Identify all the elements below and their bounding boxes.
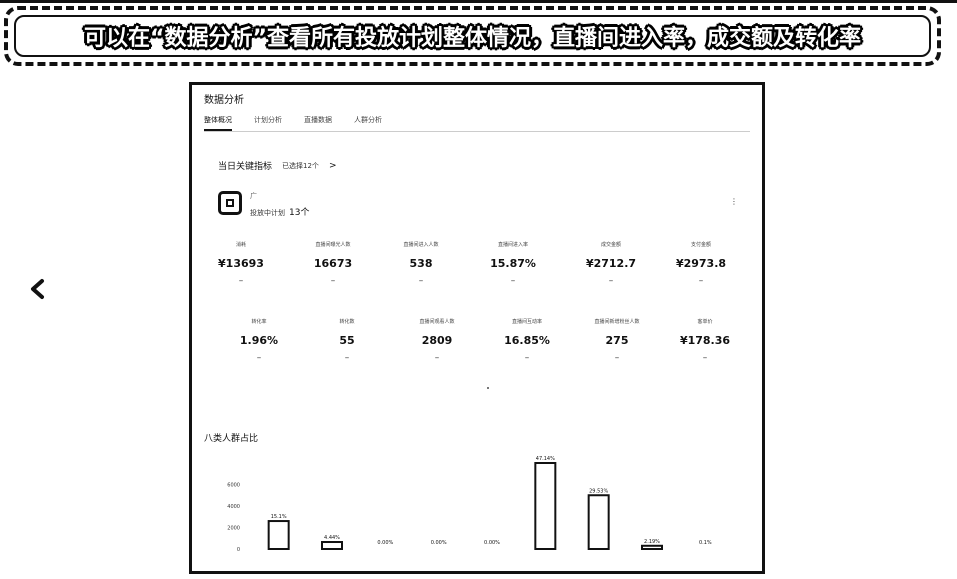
bar-data-label: 0.1% [699, 540, 712, 546]
metric-label: 直播间互动率 [511, 319, 542, 325]
metric-value: 275 [605, 334, 629, 347]
metric-label: 直播间曝光人数 [315, 242, 351, 248]
metric-delta: – [608, 276, 614, 286]
metric-value: ¥2973.8 [675, 257, 727, 270]
account-summary: 广 投放中计划 13个 ⋮ [218, 189, 738, 219]
chart-bar[interactable] [482, 547, 502, 549]
chart-bar[interactable] [321, 541, 343, 550]
tab-plan-analysis[interactable]: 计划分析 [254, 116, 282, 124]
metric-label: 消耗 [235, 242, 246, 248]
metric-delta: – [238, 276, 244, 286]
metric-conversions: 转化数 55 – [302, 318, 392, 363]
panel-title: 数据分析 [204, 95, 244, 106]
metric-delta: – [344, 353, 350, 363]
caption-text: 可以在“数据分析”查看所有投放计划整体情况，直播间进入率，成交额及转化率 [84, 26, 861, 51]
account-meta-label: 投放中计划 [250, 209, 285, 217]
metric-value: 2809 [421, 334, 453, 347]
bar-data-label: 4.44% [324, 535, 340, 541]
metric-label: 直播间进入率 [497, 242, 528, 248]
plan-count: 13个 [289, 208, 310, 218]
bar-data-label: 0.00% [377, 540, 393, 546]
metric-entries: 直播间进入人数 538 – [376, 241, 466, 286]
metric-label: 客单价 [697, 319, 713, 325]
metric-value: ¥178.36 [679, 334, 731, 347]
metric-value: ¥13693 [218, 257, 264, 270]
caption-banner-inner: 可以在“数据分析”查看所有投放计划整体情况，直播间进入率，成交额及转化率 [14, 15, 931, 57]
account-name: 广 [250, 192, 257, 200]
chart-bar[interactable] [695, 547, 716, 549]
metric-delta: – [698, 276, 704, 286]
metric-label: 直播间新增粉丝人数 [594, 319, 640, 325]
metric-value: 55 [339, 334, 355, 347]
metric-value: 538 [409, 257, 433, 270]
kpi-title: 当日关键指标 [218, 162, 273, 172]
bar-data-label: 0.00% [431, 540, 447, 546]
loading-dot [487, 387, 489, 389]
metric-paid-amount: 支付金额 ¥2973.8 – [656, 241, 746, 286]
chevron-right-icon[interactable]: > [328, 160, 337, 171]
kpi-header: 当日关键指标 已选择12个 > [218, 159, 337, 173]
chart-bar[interactable] [534, 462, 557, 550]
metric-label: 转化率 [251, 319, 267, 325]
metric-viewers: 直播间观看人数 2809 – [392, 318, 482, 363]
tab-overview[interactable]: 整体概况 [204, 115, 232, 131]
metric-new-fans: 直播间新增粉丝人数 275 – [572, 318, 662, 363]
metric-delta: – [256, 353, 262, 363]
metric-value: 15.87% [490, 257, 536, 270]
chevron-left-icon[interactable] [28, 278, 48, 300]
top-rule [0, 0, 957, 3]
metric-delta: – [702, 353, 708, 363]
account-logo-icon [218, 191, 242, 215]
metric-label: 直播间观看人数 [419, 319, 455, 325]
metric-delta: – [510, 276, 516, 286]
metric-cost: 消耗 ¥13693 – [196, 241, 286, 286]
tab-bar: 整体概况 计划分析 直播数据 人群分析 [204, 115, 382, 131]
y-tick-label: 0 [237, 547, 240, 553]
metric-label: 直播间进入人数 [403, 242, 439, 248]
tab-live-data[interactable]: 直播数据 [304, 116, 332, 124]
more-dots-icon[interactable]: ⋮ [730, 197, 738, 206]
metric-delta: – [330, 276, 336, 286]
metric-avg-order-value: 客单价 ¥178.36 – [660, 318, 750, 363]
metric-gmv: 成交金额 ¥2712.7 – [566, 241, 656, 286]
metric-value: ¥2712.7 [585, 257, 637, 270]
bar-data-label: 15.1% [271, 514, 287, 520]
chart-bar[interactable] [641, 544, 663, 551]
data-analysis-panel: 数据分析 整体概况 计划分析 直播数据 人群分析 当日关键指标 已选择12个 >… [189, 82, 765, 574]
bar-data-label: 2.19% [644, 539, 660, 545]
y-tick-label: 4000 [227, 504, 240, 510]
y-tick-label: 6000 [227, 483, 240, 489]
metric-entry-rate: 直播间进入率 15.87% – [468, 241, 558, 286]
metric-label: 转化数 [339, 319, 355, 325]
metric-delta: – [614, 353, 620, 363]
tabs-divider [204, 131, 750, 132]
metric-interaction-rate: 直播间互动率 16.85% – [482, 318, 572, 363]
metric-delta: – [434, 353, 440, 363]
bar-data-label: 47.14% [536, 456, 555, 462]
metric-exposure: 直播间曝光人数 16673 – [288, 241, 378, 286]
bar-data-label: 29.53% [589, 488, 608, 494]
bar-data-label: 0.00% [484, 540, 500, 546]
metric-conversion-rate: 转化率 1.96% – [214, 318, 304, 363]
metric-delta: – [524, 353, 530, 363]
audience-share-chart: 6000 4000 2000 0 15.1% 4.44% 0.00% 0.00% 0.00% 47… [227, 456, 716, 553]
metric-value: 16.85% [504, 334, 550, 347]
account-meta: 投放中计划 13个 [250, 205, 309, 218]
metric-delta: – [418, 276, 424, 286]
chart-bar[interactable] [375, 547, 396, 549]
tab-audience-analysis[interactable]: 人群分析 [354, 116, 382, 124]
chart-bar[interactable] [428, 547, 449, 549]
metric-value: 1.96% [239, 334, 279, 347]
y-tick-label: 2000 [227, 526, 240, 532]
kpi-selector[interactable]: 已选择12个 [282, 161, 319, 170]
chart-section-title: 八类人群占比 [204, 434, 259, 444]
caption-banner: 可以在“数据分析”查看所有投放计划整体情况，直播间进入率，成交额及转化率 [4, 6, 941, 66]
metric-value: 16673 [313, 257, 353, 270]
metric-label: 成交金额 [600, 242, 621, 248]
chart-bar[interactable] [587, 494, 610, 550]
chart-bar[interactable] [267, 520, 290, 551]
metric-label: 支付金额 [690, 242, 711, 248]
